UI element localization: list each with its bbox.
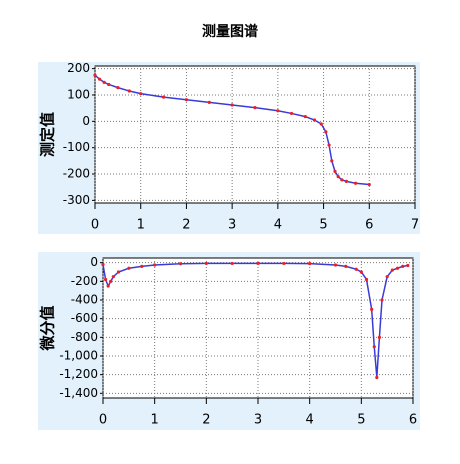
y-axis-label: 测定值 — [39, 112, 57, 157]
data-point — [333, 263, 338, 267]
data-point — [303, 114, 307, 119]
data-point — [107, 82, 111, 87]
chart-title: 测量图谱 — [202, 23, 258, 40]
data-point — [289, 111, 294, 116]
data-point — [344, 179, 349, 183]
data-point — [127, 266, 131, 270]
x-tick-label: 3 — [254, 413, 262, 428]
data-point — [276, 109, 280, 113]
y-tick-label: 100 — [67, 87, 90, 101]
data-point — [97, 77, 102, 81]
data-point — [230, 261, 234, 266]
plot-area — [94, 65, 416, 204]
y-tick-label: -200 — [63, 167, 90, 181]
data-point — [102, 80, 106, 84]
data-point — [207, 100, 211, 104]
data-point — [111, 275, 115, 279]
y-tick-label: 0 — [82, 114, 90, 128]
data-point — [354, 267, 358, 271]
y-tick-label: -800 — [71, 330, 98, 344]
data-point — [385, 275, 389, 279]
data-point — [184, 98, 189, 102]
data-point — [312, 118, 317, 122]
data-point — [359, 270, 363, 274]
data-point — [139, 92, 143, 96]
x-tick-label: 0 — [99, 413, 107, 428]
data-point — [109, 279, 113, 283]
data-point — [380, 298, 384, 302]
data-point — [103, 277, 108, 282]
data-point — [367, 182, 371, 187]
y-axis-label: 微分值 — [39, 305, 57, 351]
data-point — [336, 175, 340, 179]
data-point — [333, 169, 337, 173]
x-tick-label: 2 — [202, 413, 210, 428]
x-tick-label: 6 — [365, 218, 373, 233]
data-point — [116, 86, 120, 90]
x-tick-label: 0 — [91, 218, 99, 233]
data-point — [140, 264, 144, 268]
y-tick-label: -600 — [71, 311, 98, 325]
y-tick-label: 0 — [90, 255, 98, 269]
data-point — [127, 89, 131, 93]
y-tick-label: -200 — [71, 274, 98, 288]
y-tick-label: -1,200 — [59, 367, 98, 381]
data-point — [375, 375, 379, 380]
x-tick-label: 4 — [306, 413, 314, 428]
y-tick-label: -300 — [63, 193, 90, 207]
data-point — [324, 130, 328, 134]
data-point — [372, 345, 376, 349]
data-point — [377, 335, 382, 339]
data-point — [116, 270, 121, 274]
data-point — [101, 262, 105, 267]
data-point — [204, 261, 208, 266]
x-tick-label: 5 — [357, 413, 365, 428]
data-point — [319, 122, 323, 126]
data-point — [364, 277, 369, 282]
data-point — [178, 262, 183, 266]
data-point — [327, 143, 331, 147]
data-point — [256, 261, 260, 266]
data-point — [401, 264, 405, 268]
y-tick-label: -400 — [71, 293, 98, 307]
y-tick-label: -1,400 — [59, 386, 98, 400]
x-tick-label: 4 — [274, 218, 282, 233]
x-tick-label: 6 — [409, 413, 417, 428]
data-point — [330, 159, 334, 163]
x-tick-label: 2 — [182, 218, 190, 233]
x-tick-label: 3 — [228, 218, 236, 233]
x-tick-label: 1 — [151, 413, 159, 428]
data-point — [93, 73, 97, 77]
data-point — [370, 307, 374, 311]
data-point — [282, 261, 286, 266]
data-point — [308, 262, 312, 266]
data-point — [153, 263, 157, 267]
data-point — [406, 263, 410, 268]
data-point — [230, 103, 234, 107]
y-tick-label: 200 — [67, 61, 90, 75]
data-point — [353, 181, 358, 185]
data-point — [344, 264, 348, 268]
data-point — [340, 178, 344, 182]
x-tick-label: 1 — [137, 218, 145, 233]
y-tick-label: -100 — [63, 140, 90, 154]
data-point — [390, 268, 394, 272]
x-tick-label: 7 — [411, 218, 419, 233]
data-point — [161, 95, 166, 99]
x-tick-label: 5 — [319, 218, 327, 233]
data-point — [106, 284, 110, 288]
y-tick-label: -1,000 — [59, 349, 98, 363]
data-point — [253, 106, 257, 110]
data-point — [395, 266, 400, 270]
